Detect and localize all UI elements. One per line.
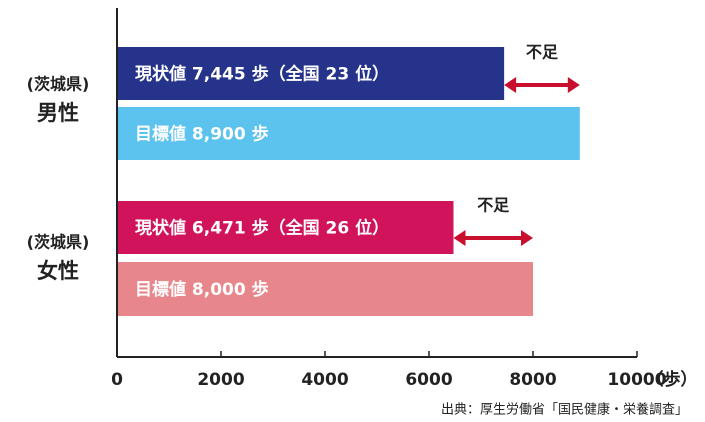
- x-tick-label: 6000: [405, 370, 452, 390]
- x-tick-label: 2000: [197, 370, 244, 390]
- bar-label: 現状値 7,445 歩（全国 23 位）: [135, 64, 389, 85]
- source: 出典：厚生労働省「国民健康・栄養調査」: [441, 402, 688, 418]
- bar-label: 目標値 8,900 歩: [135, 124, 269, 145]
- bar-label: 現状値 6,471 歩（全国 26 位）: [135, 218, 389, 239]
- bar: [117, 201, 454, 254]
- group-label: 男性: [37, 101, 79, 125]
- bar: [117, 47, 505, 100]
- arrow-head: [567, 77, 580, 93]
- arrow-head: [504, 77, 517, 93]
- x-tick-label: 0: [111, 370, 123, 390]
- annotation: 不足: [477, 196, 510, 215]
- arrow-head: [453, 230, 466, 246]
- annotation: 不足: [526, 43, 559, 62]
- x-tick-label: 8000: [509, 370, 556, 390]
- x-unit: （歩）: [647, 369, 698, 390]
- arrow-head: [521, 230, 533, 246]
- bar: [117, 262, 533, 316]
- bar: [117, 107, 580, 160]
- bar-label: 目標値 8,000 歩: [135, 279, 269, 300]
- x-tick-label: 4000: [301, 370, 348, 390]
- group-label: (茨城県): [27, 233, 90, 252]
- x-tick-label: 10000: [607, 370, 666, 390]
- group-label: 女性: [37, 259, 79, 283]
- group-label: (茨城県): [27, 75, 90, 94]
